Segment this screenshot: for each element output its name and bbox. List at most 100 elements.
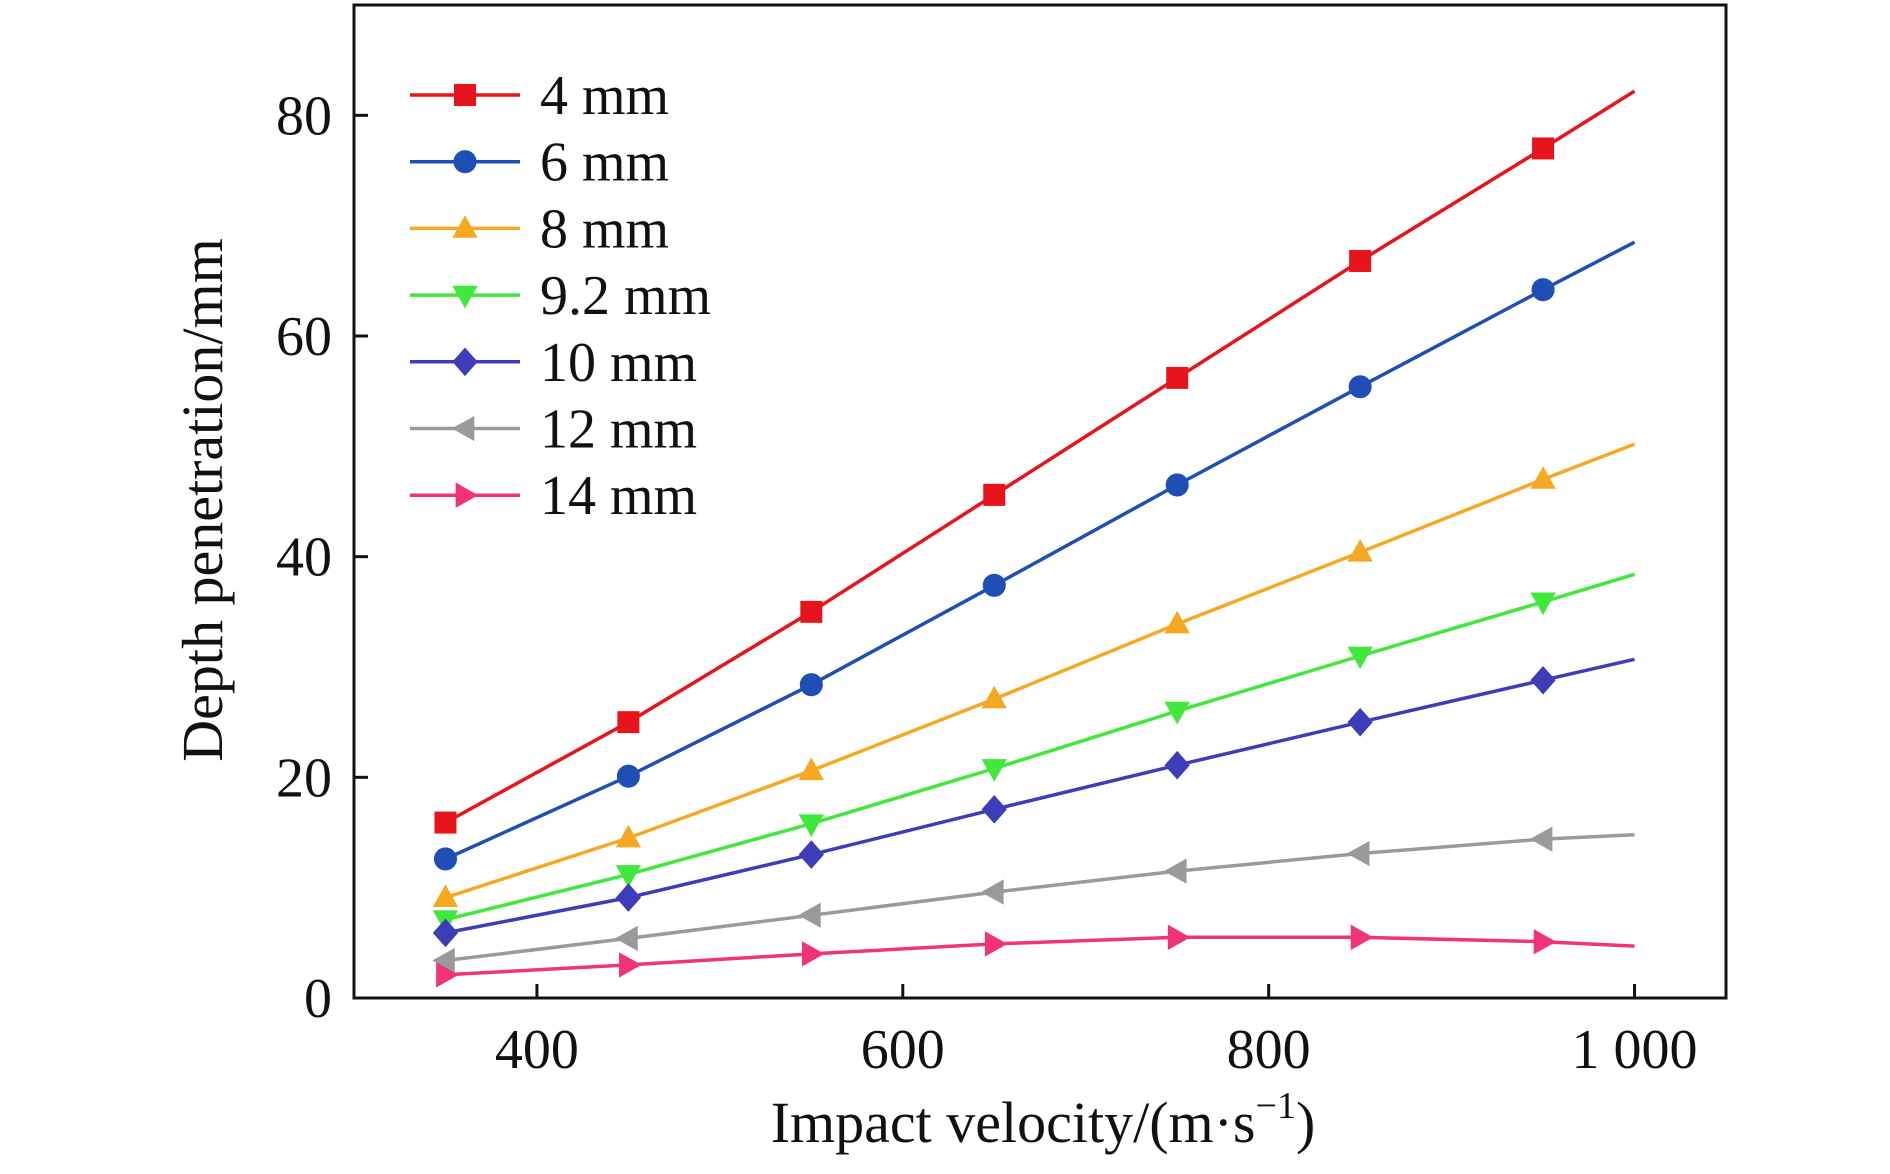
legend-marker-9-2-mm — [452, 285, 478, 309]
data-point-6-mm-550 — [799, 673, 823, 697]
y-tick-label-80: 80 — [276, 85, 332, 147]
y-tick-label-0: 0 — [304, 968, 332, 1030]
series-10-mm — [432, 657, 1635, 948]
legend-item-6-mm: 6 mm — [410, 132, 669, 194]
data-point-8-mm-750 — [1164, 610, 1190, 634]
plot-frame — [352, 3, 1728, 1000]
data-point-6-mm-450 — [616, 764, 640, 788]
data-point-8-mm-650 — [981, 685, 1007, 709]
y-tick-label-60: 60 — [276, 306, 332, 368]
legend-label-8-mm: 8 mm — [540, 198, 669, 260]
data-point-12-mm-650 — [981, 879, 1004, 905]
legend-item-4-mm: 4 mm — [410, 65, 669, 127]
data-point-9-2-mm-650 — [981, 759, 1007, 782]
y-tick-label-40: 40 — [276, 527, 332, 589]
x-tick-label-600: 600 — [861, 1019, 945, 1081]
data-point-10-mm-550 — [798, 840, 824, 869]
data-point-9-2-mm-850 — [1347, 646, 1373, 670]
series-9-2-mm — [432, 572, 1636, 933]
legend-item-9-2-mm: 9.2 mm — [410, 265, 711, 327]
data-point-10-mm-850 — [1347, 707, 1373, 737]
legend-item-8-mm: 8 mm — [410, 198, 669, 260]
data-point-14-mm-650 — [984, 931, 1008, 957]
legend-label-14-mm: 14 mm — [540, 465, 697, 527]
data-point-4-mm-750 — [1166, 366, 1189, 389]
data-point-8-mm-550 — [798, 757, 824, 781]
data-point-9-2-mm-550 — [798, 814, 824, 837]
data-point-4-mm-950 — [1532, 137, 1555, 160]
series-line-10-mm — [445, 657, 1635, 935]
data-point-14-mm-450 — [619, 952, 642, 978]
data-point-12-mm-550 — [798, 902, 821, 928]
legend-marker-10-mm — [452, 347, 478, 377]
legend-marker-12-mm — [451, 415, 475, 442]
data-point-10-mm-450 — [615, 883, 642, 912]
data-point-6-mm-650 — [982, 573, 1006, 597]
legend-item-12-mm: 12 mm — [410, 399, 697, 461]
legend-label-4-mm: 4 mm — [540, 65, 669, 127]
series-line-12-mm — [445, 832, 1635, 963]
legend-marker-14-mm — [455, 482, 479, 508]
data-point-8-mm-850 — [1347, 539, 1373, 562]
data-point-12-mm-950 — [1529, 826, 1553, 852]
data-point-10-mm-350 — [432, 918, 459, 948]
series-line-14-mm — [445, 935, 1635, 977]
series-6-mm — [433, 240, 1636, 871]
series-group — [432, 89, 1636, 988]
series-4-mm — [434, 89, 1636, 834]
legend-label-9-2-mm: 9.2 mm — [540, 265, 711, 327]
data-point-12-mm-450 — [615, 925, 638, 952]
series-12-mm — [432, 826, 1635, 974]
data-point-6-mm-750 — [1165, 473, 1189, 497]
legend-label-6-mm: 6 mm — [540, 132, 669, 194]
axes: 400 600 800 1 000 0 20 40 60 80 — [276, 3, 1728, 1081]
data-point-4-mm-850 — [1349, 249, 1372, 272]
data-point-8-mm-450 — [615, 824, 642, 848]
data-point-8-mm-350 — [432, 884, 459, 907]
data-point-14-mm-750 — [1167, 924, 1191, 950]
y-axis-title: Depth penetration/mm — [170, 238, 235, 761]
x-tick-label-800: 800 — [1227, 1019, 1311, 1081]
legend-item-10-mm: 10 mm — [410, 332, 697, 394]
x-tick-label-1000: 1 000 — [1572, 1019, 1698, 1081]
data-point-9-2-mm-750 — [1164, 701, 1190, 725]
x-tick-label-400: 400 — [495, 1019, 579, 1081]
series-line-9-2-mm — [445, 572, 1636, 922]
data-point-14-mm-950 — [1533, 929, 1557, 955]
series-line-6-mm — [444, 240, 1636, 861]
legend-marker-6-mm — [453, 150, 477, 174]
data-point-4-mm-350 — [434, 811, 457, 834]
legend-marker-8-mm — [452, 215, 478, 238]
data-point-8-mm-950 — [1530, 466, 1556, 489]
data-point-9-2-mm-950 — [1530, 592, 1556, 616]
legend-item-14-mm: 14 mm — [410, 465, 697, 527]
data-point-10-mm-650 — [981, 795, 1007, 824]
series-14-mm — [436, 924, 1635, 988]
data-point-9-2-mm-450 — [615, 865, 642, 888]
x-axis-title: Impact velocity/(m·s−1) — [771, 1085, 1316, 1155]
legend-label-12-mm: 12 mm — [540, 399, 697, 461]
series-line-8-mm — [444, 442, 1636, 900]
data-point-4-mm-450 — [617, 711, 640, 734]
data-point-12-mm-350 — [432, 947, 455, 974]
y-tick-label-20: 20 — [276, 747, 332, 809]
legend-label-10-mm: 10 mm — [540, 332, 697, 394]
series-8-mm — [432, 442, 1636, 907]
data-point-14-mm-850 — [1350, 924, 1374, 950]
data-point-4-mm-550 — [800, 600, 823, 623]
data-point-12-mm-850 — [1346, 840, 1370, 867]
data-point-14-mm-550 — [801, 941, 825, 967]
data-point-12-mm-750 — [1164, 858, 1187, 884]
legend-marker-4-mm — [454, 84, 476, 106]
data-point-10-mm-950 — [1530, 665, 1556, 695]
data-point-10-mm-750 — [1164, 750, 1190, 780]
data-point-6-mm-950 — [1531, 278, 1555, 302]
series-line-4-mm — [444, 89, 1636, 825]
data-point-4-mm-650 — [983, 483, 1006, 506]
data-point-6-mm-850 — [1348, 375, 1372, 399]
data-point-14-mm-350 — [436, 962, 459, 988]
data-point-6-mm-350 — [433, 847, 458, 871]
